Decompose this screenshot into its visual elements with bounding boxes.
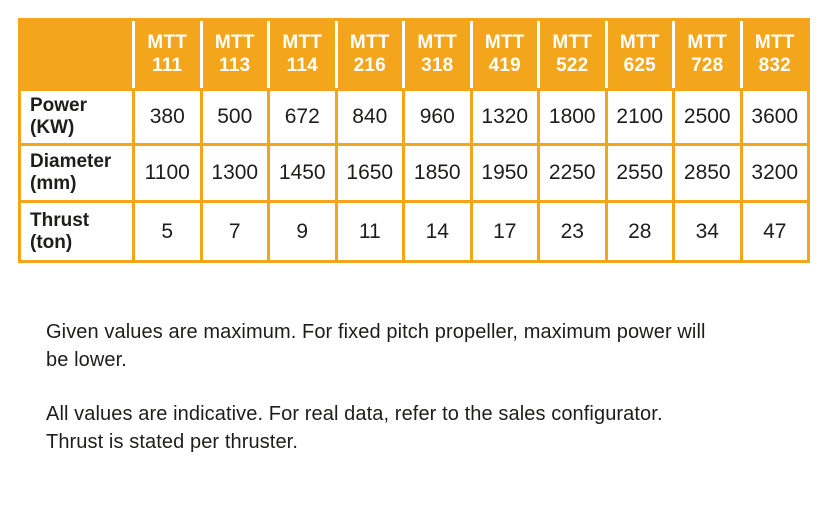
thrust-value-cell: 28 <box>604 200 672 260</box>
column-header-mtt-728: MTT 728 <box>672 21 740 88</box>
diameter-value-cell: 2550 <box>604 143 672 200</box>
power-value-cell: 2500 <box>672 88 740 143</box>
column-header-mtt-114: MTT 114 <box>267 21 335 88</box>
diameter-value-cell: 1100 <box>132 143 200 200</box>
power-value-cell: 1320 <box>469 88 537 143</box>
power-value-cell: 380 <box>132 88 200 143</box>
thrust-value-cell: 7 <box>199 200 267 260</box>
column-header-mtt-216: MTT 216 <box>334 21 402 88</box>
power-value-cell: 840 <box>334 88 402 143</box>
row-label-power: Power (KW) <box>21 88 132 143</box>
diameter-value-cell: 2850 <box>672 143 740 200</box>
table-corner-cell <box>21 21 132 88</box>
diameter-value-cell: 1650 <box>334 143 402 200</box>
note-maximum-values: Given values are maximum. For fixed pitc… <box>46 321 706 371</box>
diameter-value-cell: 1950 <box>469 143 537 200</box>
column-header-mtt-318: MTT 318 <box>402 21 470 88</box>
column-header-mtt-832: MTT 832 <box>739 21 807 88</box>
diameter-value-cell: 1450 <box>267 143 335 200</box>
power-value-cell: 1800 <box>537 88 605 143</box>
column-header-mtt-522: MTT 522 <box>537 21 605 88</box>
column-header-mtt-419: MTT 419 <box>469 21 537 88</box>
thrust-value-cell: 5 <box>132 200 200 260</box>
diameter-value-cell: 2250 <box>537 143 605 200</box>
thrust-value-cell: 14 <box>402 200 470 260</box>
thrust-value-cell: 23 <box>537 200 605 260</box>
footnotes: Given values are maximum. For fixed pitc… <box>46 318 786 482</box>
thruster-spec-table: MTT 111 MTT 113 MTT 114 MTT 216 MTT 318 … <box>18 18 810 263</box>
power-value-cell: 672 <box>267 88 335 143</box>
row-label-diameter: Diameter (mm) <box>21 143 132 200</box>
thrust-value-cell: 9 <box>267 200 335 260</box>
row-label-thrust: Thrust (ton) <box>21 200 132 260</box>
diameter-value-cell: 3200 <box>739 143 807 200</box>
power-value-cell: 500 <box>199 88 267 143</box>
column-header-mtt-113: MTT 113 <box>199 21 267 88</box>
column-header-mtt-625: MTT 625 <box>604 21 672 88</box>
thrust-value-cell: 34 <box>672 200 740 260</box>
diameter-value-cell: 1300 <box>199 143 267 200</box>
note-indicative-values: All values are indicative. For real data… <box>46 403 663 453</box>
thrust-value-cell: 47 <box>739 200 807 260</box>
thrust-value-cell: 17 <box>469 200 537 260</box>
diameter-value-cell: 1850 <box>402 143 470 200</box>
column-header-mtt-111: MTT 111 <box>132 21 200 88</box>
power-value-cell: 3600 <box>739 88 807 143</box>
power-value-cell: 2100 <box>604 88 672 143</box>
thrust-value-cell: 11 <box>334 200 402 260</box>
power-value-cell: 960 <box>402 88 470 143</box>
